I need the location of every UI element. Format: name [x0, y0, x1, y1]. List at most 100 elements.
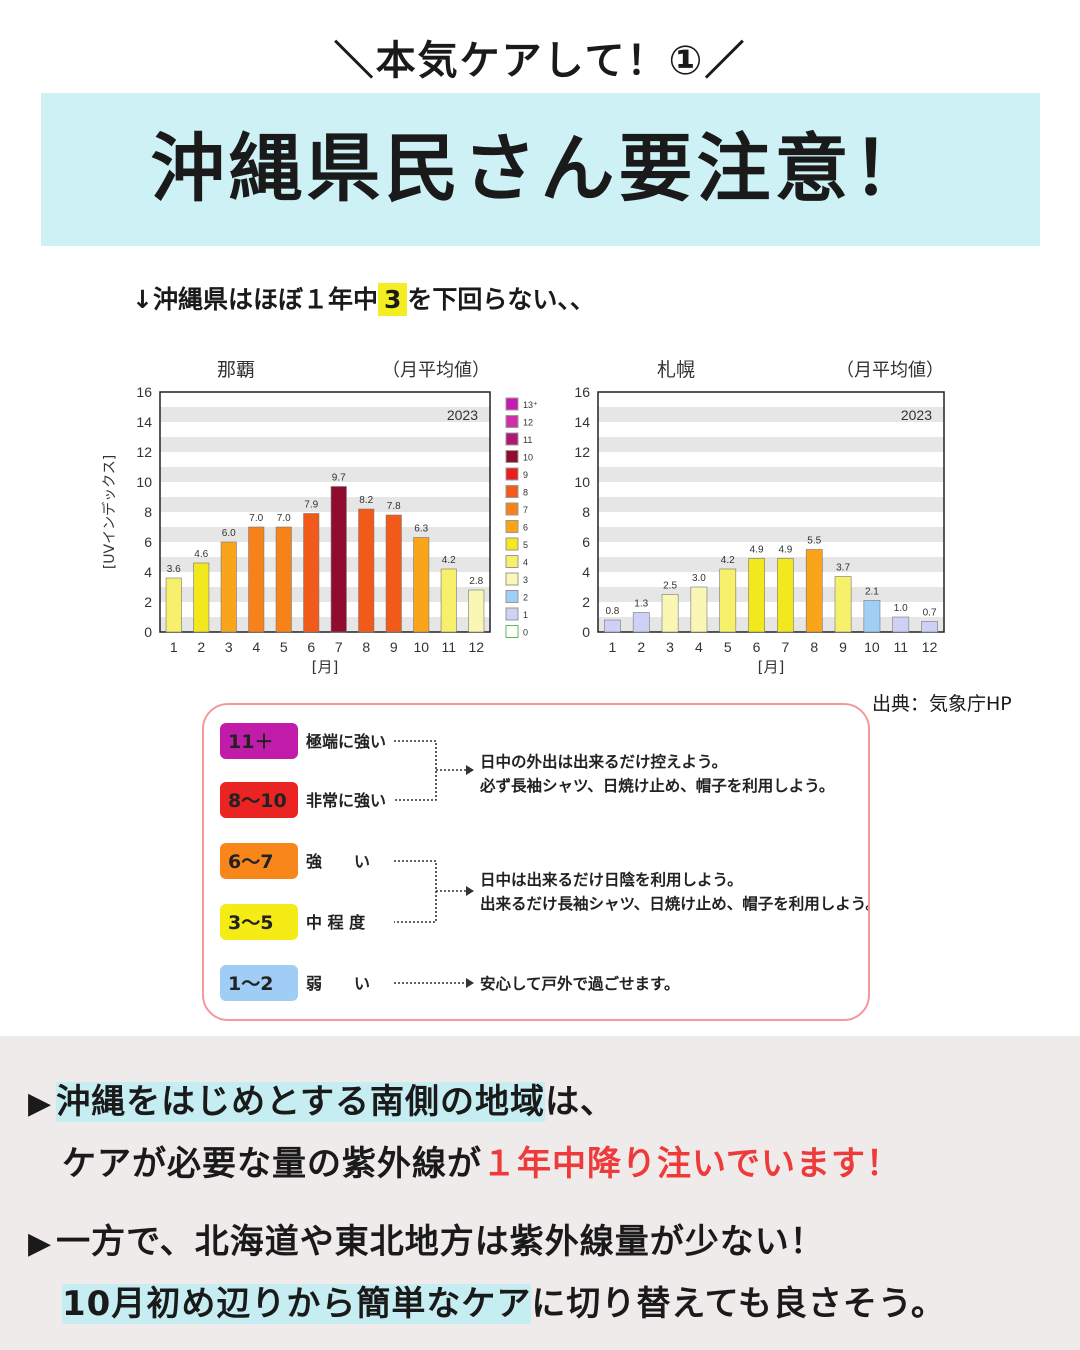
grid-band — [160, 407, 490, 422]
advice-text: 出来るだけ長袖シャツ、日焼け止め、帽子を利用しよう。 — [480, 894, 868, 913]
x-axis-label: [月] — [312, 658, 339, 676]
x-tick-label: 6 — [753, 639, 761, 655]
scale-label: 12 — [523, 418, 533, 428]
x-tick-label: 1 — [609, 639, 617, 655]
y-tick-label: 0 — [144, 624, 152, 640]
value-label: 2.5 — [663, 581, 677, 592]
uv-legend-diagram: 11＋ 極端に強い 8〜10 非常に強い 6〜7 強 い 3〜5 中 程 度 1〜2 弱 い 日中の… — [220, 723, 881, 1001]
summary-line-4-rest: に切り替えても良さそう。 — [531, 1284, 946, 1324]
bar-12 — [921, 621, 938, 633]
grid-band — [598, 467, 944, 482]
uv-level-label: 非常に強い — [306, 791, 386, 810]
scale-label: 5 — [523, 540, 528, 550]
grid-band — [160, 527, 490, 542]
uv-level-badge — [220, 965, 298, 1001]
y-tick-label: 14 — [574, 414, 590, 430]
x-tick-label: 7 — [335, 639, 343, 655]
y-tick-label: 10 — [136, 474, 152, 490]
grid-band — [160, 497, 490, 512]
value-label: 3.7 — [836, 563, 850, 574]
summary-line-2: ケアが必要な量の紫外線が１年中降り注いでいます！ — [62, 1136, 901, 1185]
x-tick-label: 2 — [637, 639, 645, 655]
scale-label: 3 — [523, 575, 528, 585]
scale-swatch — [505, 590, 519, 603]
grid-band — [598, 527, 944, 542]
bar-8 — [805, 549, 823, 633]
plot-frame — [159, 391, 491, 633]
advice-text: 安心して戸外で過ごせます。 — [480, 974, 680, 993]
scale-swatch — [505, 607, 519, 621]
triangle-bullet-icon: ▶ — [28, 1086, 53, 1121]
x-tick-label: 2 — [197, 639, 205, 655]
grid-band — [160, 467, 490, 482]
scale-swatch — [505, 415, 519, 428]
chart-title: 那覇 — [217, 359, 255, 381]
value-label: 4.2 — [721, 555, 735, 566]
year-label: 2023 — [901, 407, 932, 423]
bar-1 — [165, 577, 182, 633]
value-label: 7.0 — [249, 513, 263, 524]
scale-label: 7 — [523, 505, 528, 515]
scale-swatch — [505, 555, 519, 568]
y-tick-label: 16 — [136, 384, 152, 400]
grid-band — [598, 407, 944, 422]
x-tick-label: 7 — [782, 639, 790, 655]
bar-8 — [358, 508, 375, 633]
grid-band — [160, 557, 490, 572]
value-label: 4.9 — [750, 545, 764, 556]
advice-text: 日中は出来るだけ日陰を利用しよう。 — [480, 870, 743, 889]
page-title: 沖縄県民さん要注意！ — [150, 126, 931, 212]
value-label: 2.1 — [865, 587, 879, 598]
grid-band — [160, 617, 490, 632]
scale-swatch — [505, 450, 519, 463]
grid-band — [160, 587, 490, 602]
bar-2 — [193, 562, 210, 633]
advice-text: 必ず長袖シャツ、日焼け止め、帽子を利用しよう。 — [479, 776, 834, 795]
chart-subtitle: （月平均値） — [836, 360, 944, 381]
source-credit: 出典：気象庁HP — [872, 693, 1012, 715]
eyebrow-heading: ＼本気ケアして！①／ — [333, 38, 747, 84]
x-tick-label: 4 — [695, 639, 703, 655]
value-label: 7.8 — [387, 501, 401, 512]
bar-10 — [413, 537, 430, 633]
grid-band — [598, 557, 944, 572]
summary-highlight-october: 10月初め辺りから簡単なケア — [62, 1284, 532, 1324]
chart-subtitle: （月平均値） — [382, 360, 490, 381]
value-label: 0.7 — [923, 608, 937, 619]
y-tick-label: 4 — [144, 564, 152, 580]
scale-swatch — [505, 397, 519, 411]
summary-line-2-red: １年中降り注いでいます！ — [482, 1144, 901, 1184]
x-axis-label: [月] — [758, 658, 785, 676]
uv-level-label: 強 い — [306, 852, 370, 871]
scale-swatch — [505, 432, 519, 446]
y-tick-label: 8 — [582, 504, 590, 520]
y-tick-label: 2 — [144, 594, 152, 610]
y-tick-label: 2 — [582, 594, 590, 610]
uv-level-badge-text: 6〜7 — [228, 851, 273, 873]
grid-band — [598, 437, 944, 452]
x-tick-label: 8 — [810, 639, 818, 655]
uv-level-badge-text: 11＋ — [228, 731, 273, 753]
arrow-icon — [466, 765, 474, 775]
x-tick-label: 1 — [170, 639, 178, 655]
intro-after: を下回らない、、 — [407, 285, 595, 314]
x-tick-label: 12 — [922, 639, 938, 655]
scale-label: 9 — [523, 470, 528, 480]
bar-2 — [632, 612, 650, 633]
x-tick-label: 6 — [307, 639, 315, 655]
y-axis-label: [UVインデックス] — [101, 455, 118, 569]
value-label: 4.2 — [442, 555, 456, 566]
arrow-icon — [466, 886, 474, 896]
scale-label: 0 — [523, 628, 528, 638]
grid-band — [598, 587, 944, 602]
bar-3 — [661, 594, 679, 633]
arrow-icon — [466, 978, 474, 988]
x-tick-label: 8 — [362, 639, 370, 655]
value-label: 0.8 — [605, 606, 619, 617]
y-tick-label: 8 — [144, 504, 152, 520]
triangle-bullet-icon: ▶ — [28, 1226, 53, 1261]
summary-line-3: ▶ 一方で、北海道や東北地方は紫外線量が少ない！ — [28, 1214, 825, 1263]
summary-line-3-text: 一方で、北海道や東北地方は紫外線量が少ない！ — [56, 1222, 825, 1262]
y-tick-label: 4 — [582, 564, 590, 580]
chart-title: 札幌 — [657, 359, 695, 381]
